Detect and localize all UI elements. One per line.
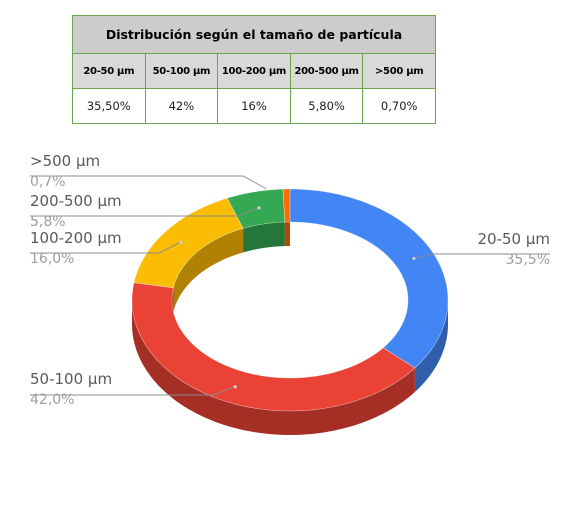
inner-wall-4	[284, 222, 290, 247]
leader-line-200-500	[30, 207, 260, 217]
table-value-100-200: 16%	[217, 88, 291, 124]
slice-over-500	[282, 188, 291, 223]
leader-line-20-50	[413, 253, 550, 259]
table-value-50-100: 42%	[144, 88, 219, 124]
table-header-100-200: 100-200 µm	[217, 53, 291, 89]
label-value-200-500: 5,8%	[30, 214, 66, 230]
inner-wall-2	[173, 228, 244, 312]
label-category-50-100: 50-100 µm	[30, 370, 112, 388]
table-value-200-500: 5,80%	[289, 88, 364, 124]
leader-dot-200-500	[257, 206, 261, 210]
distribution-table: Distribución según el tamaño de partícul…	[72, 15, 436, 124]
label-value-100-200: 16,0%	[30, 251, 74, 267]
table-header-200-500: 200-500 µm	[289, 53, 364, 89]
label-value-50-100: 42,0%	[30, 392, 74, 408]
table-value-over-500: 0,70%	[362, 88, 436, 124]
label-category-20-50: 20-50 µm	[477, 230, 550, 248]
label-value-over-500: 0,7%	[30, 174, 66, 190]
outer-wall-1	[132, 300, 415, 435]
donut-outer-walls	[132, 300, 448, 435]
table-header-row: 20-50 µm 50-100 µm 100-200 µm 200-500 µm…	[72, 53, 436, 89]
leader-line-50-100	[30, 386, 236, 396]
leader-dot-over-500	[263, 186, 267, 190]
leader-dot-20-50	[412, 256, 416, 261]
leader-line-100-200	[30, 241, 182, 254]
leader-line-over-500	[30, 175, 266, 189]
leader-dot-100-200	[179, 240, 183, 244]
label-value-20-50: 35,5%	[506, 252, 550, 268]
label-category-100-200: 100-200 µm	[30, 229, 122, 247]
donut-slices	[131, 188, 449, 412]
label-category-over-500: >500 µm	[30, 152, 100, 170]
label-category-200-500: 200-500 µm	[30, 192, 122, 210]
table-header-over-500: >500 µm	[362, 53, 436, 89]
leader-dot-50-100	[233, 385, 237, 389]
outer-wall-0	[414, 300, 448, 393]
slice-20-50	[289, 188, 449, 369]
donut-labels: 20-50 µm 35,5% 50-100 µm 42,0% 100-200 µm 16,…	[30, 152, 550, 408]
table-header-50-100: 50-100 µm	[144, 53, 219, 89]
inner-wall-3	[243, 222, 285, 253]
table-value-20-50: 35,50%	[72, 88, 146, 124]
table-title: Distribución según el tamaño de partícul…	[72, 15, 436, 54]
table-row: 35,50% 42% 16% 5,80% 0,70%	[72, 88, 436, 124]
